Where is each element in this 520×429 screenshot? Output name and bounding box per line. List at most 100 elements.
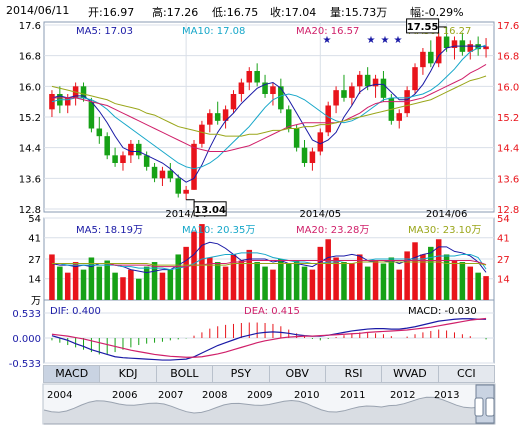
volume-bar [96,266,103,300]
candle-body [238,82,245,94]
star-marker-icon: ★ [323,35,332,46]
volume-bar [57,266,63,300]
year-label: 2009 [247,390,273,401]
tab-wvad[interactable]: WVAD [382,366,439,382]
volume-ma30-line [51,261,487,266]
price-tick-left: 16.0 [19,82,41,93]
candle-body [364,74,371,87]
volume-bar [293,260,300,300]
price-tick-left: 15.2 [19,113,41,124]
volume-bar [404,251,410,300]
volume-bar [112,272,118,300]
volume-bar [270,269,276,300]
volume-bar [136,278,142,300]
candle-body [96,128,103,137]
volume-bar [285,263,292,300]
candle-body [80,86,87,98]
volume-bar [64,272,71,300]
candle-body [341,90,347,98]
price-tick-left: 16.8 [19,52,41,63]
price-tick-left: 17.6 [19,21,41,32]
candle-body [254,71,260,83]
volume-bar [357,254,363,300]
price-tick-right: 17.6 [497,21,519,32]
volume-tick-right: 54 [497,214,510,225]
volume-ma20-line [51,260,487,268]
tab-rsi[interactable]: RSI [326,366,383,382]
tab-obv[interactable]: OBV [270,366,326,382]
candle-body [475,44,481,50]
volume-bar [214,262,221,300]
volume-tick-right: 14 [497,275,510,286]
candle-body [293,128,300,148]
low-marker-label: 13.04 [194,205,226,216]
tab-macd[interactable]: MACD [44,366,101,382]
candle-body [309,151,316,163]
candle-body [120,155,126,163]
year-label: 2004 [47,390,73,401]
ma10-line [51,44,487,170]
volume-bar [317,246,324,300]
volume-bar [191,231,197,300]
volume-legend-ma20: MA20: 23.28万 [296,225,369,236]
star-marker-icon: ★ [381,35,390,46]
price-tick-right: 14.4 [497,144,519,155]
macd-tick-left: 0.000 [12,334,41,345]
low-marker-leader [186,199,195,208]
tab-psy[interactable]: PSY [213,366,270,382]
candle-body [285,109,292,129]
volume-bar [459,262,466,300]
candle-body [159,170,166,179]
volume-bar [104,260,110,300]
candle-body [175,178,181,194]
candle-body [317,132,324,152]
candle-body [372,78,379,87]
volume-bar [230,254,237,300]
volume-bar [380,263,387,300]
candle-body [167,170,174,179]
tab-kdj[interactable]: KDJ [100,366,157,382]
candle-body [262,82,268,94]
price-tick-left: 12.8 [19,205,41,216]
volume-legend-ma5: MA5: 18.19万 [76,225,143,236]
overview-drag-handle[interactable] [474,397,484,417]
volume-bar [183,246,189,300]
star-marker-icon: ★ [367,35,376,46]
candle-body [64,97,71,106]
volume-bar [349,263,355,300]
volume-bar [325,239,331,300]
candle-body [143,155,150,167]
candle-body [270,86,276,94]
volume-bar [143,266,150,300]
volume-bar [372,260,379,300]
volume-bar [309,269,316,300]
volume-bar [222,266,229,300]
volume-bar [199,224,205,300]
candle-body [467,44,474,52]
price-x-tick: 2014/06 [426,209,468,220]
candle-body [420,51,426,68]
volume-bar [151,262,158,300]
year-label: 2007 [158,390,184,401]
quote-low: 低:16.75 [212,6,259,19]
macd-tick-left: 0.533 [12,309,41,320]
volume-bar [420,254,426,300]
volume-tick-left: 14 [28,275,41,286]
price-legend-ma30: MA30: 16.27 [408,26,471,37]
candle-body [380,78,387,98]
volume-tick-left: 54 [28,214,41,225]
tab-cci[interactable]: CCI [457,367,476,380]
candle-body [349,86,355,98]
tab-boll[interactable]: BOLL [157,366,214,382]
candle-body [207,113,213,125]
price-tick-right: 12.8 [497,205,519,216]
macd-legend-macd: MACD: -0.030 [408,306,477,317]
dea-line [51,317,487,358]
year-label: 2012 [390,390,416,401]
overview-drag-handle[interactable] [485,397,495,417]
candle-body [325,105,331,133]
candle-body [333,90,339,106]
quote-header: 2014/06/11 开:16.97 高:17.26 低:16.75 收:17.… [0,0,520,20]
volume-bar [388,257,395,300]
